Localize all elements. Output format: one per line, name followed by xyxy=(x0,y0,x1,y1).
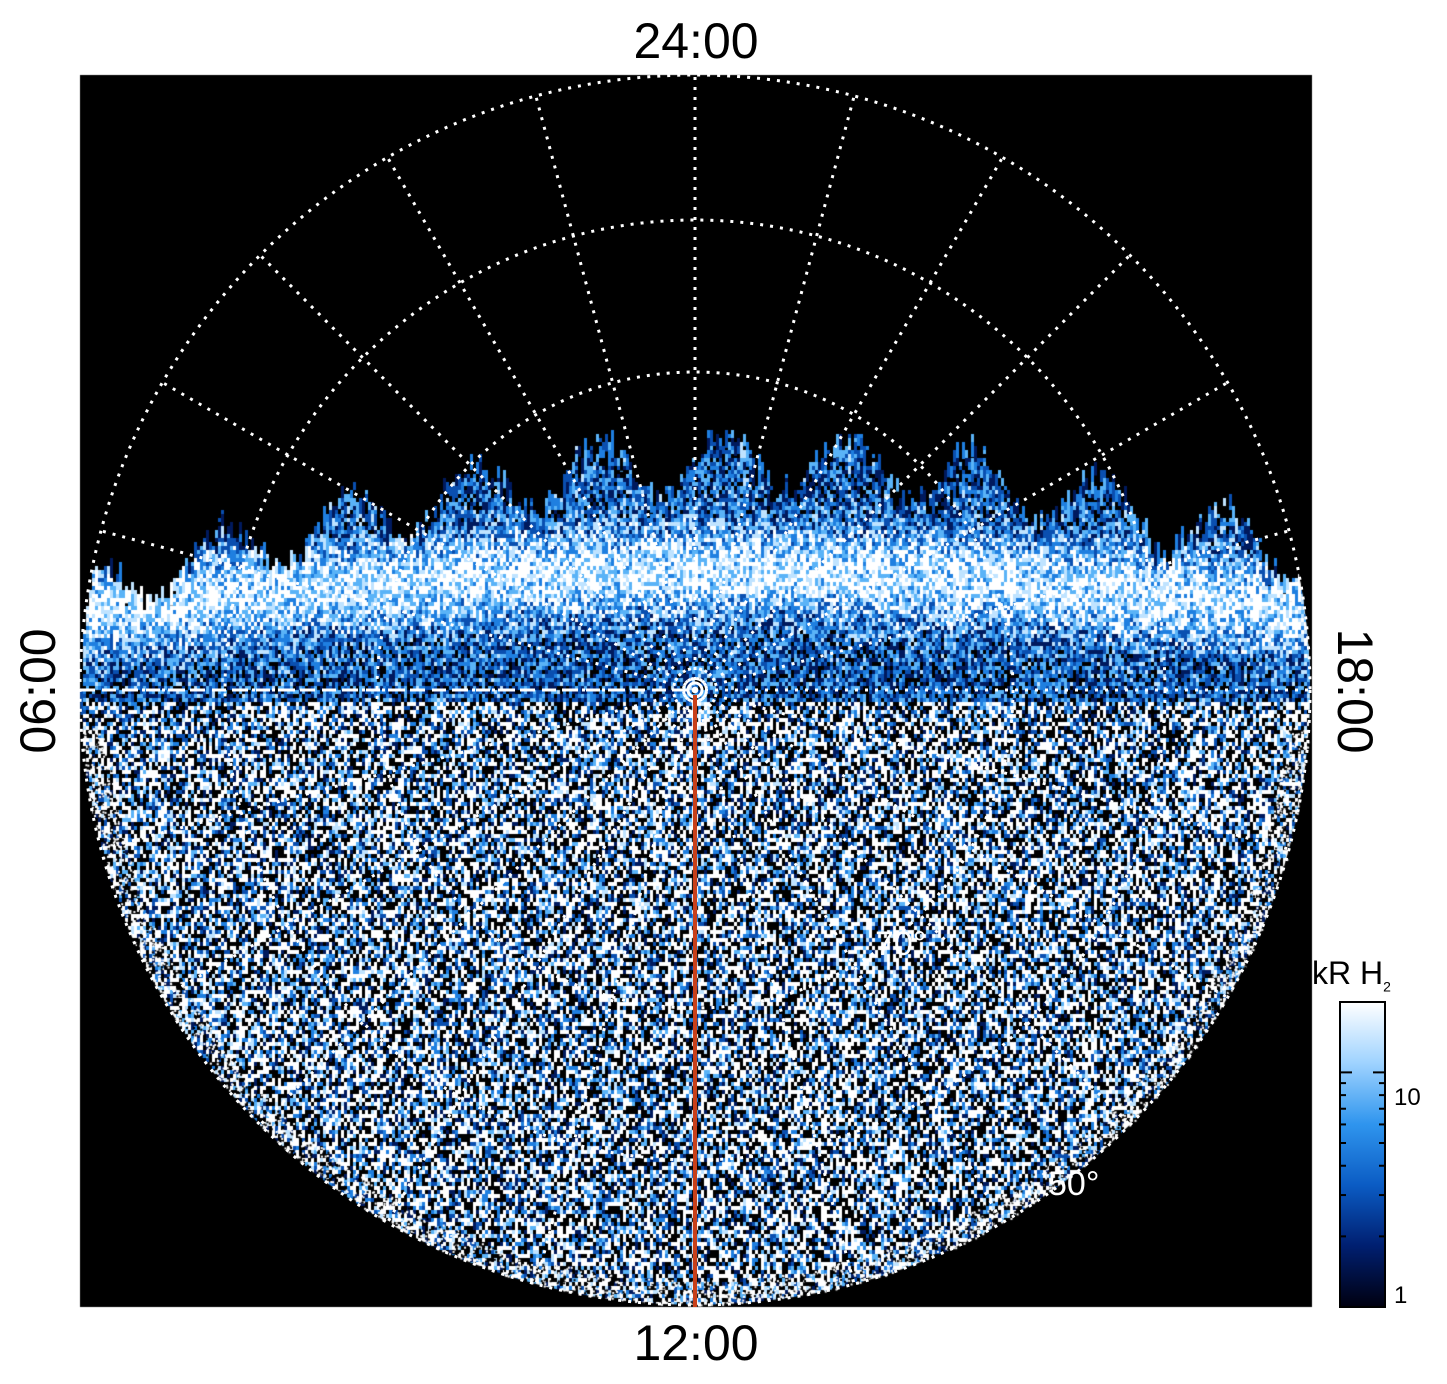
colorbar-unit-label: kR H2 xyxy=(1312,955,1391,994)
meridian-line-20 xyxy=(161,381,696,692)
meridian-line-7 xyxy=(694,688,1290,851)
meridian-line-3 xyxy=(693,254,1131,692)
meridian-line-11 xyxy=(693,689,856,1285)
meridian-line-15 xyxy=(259,688,697,1126)
colorbar-tick-1: 1 xyxy=(1394,1282,1408,1309)
meridian-line-9 xyxy=(693,688,1131,1126)
latitude-label-50: 50° xyxy=(1048,1165,1099,1203)
colorbar-unit-subscript: 2 xyxy=(1383,978,1391,995)
meridian-line-8 xyxy=(694,688,1229,999)
meridian-line-23 xyxy=(534,95,697,691)
meridian-line-5 xyxy=(694,529,1290,692)
meridian-line-1 xyxy=(693,95,856,691)
local-time-label-bottom: 12:00 xyxy=(633,1315,759,1371)
local-time-label-right: 18:00 xyxy=(1327,628,1383,754)
meridian-line-19 xyxy=(100,529,696,692)
local-time-label-left: 06:00 xyxy=(10,628,66,754)
meridian-line-13 xyxy=(534,689,697,1285)
latitude-label-70: 70° xyxy=(875,925,926,963)
local-time-label-top: 24:00 xyxy=(633,13,759,69)
latitude-circle-2 xyxy=(375,370,1015,1010)
meridian-line-21 xyxy=(259,254,697,692)
meridian-line-16 xyxy=(161,688,696,999)
meridian-line-17 xyxy=(100,688,696,851)
meridian-line-2 xyxy=(693,156,1004,691)
colorbar-unit-text: kR H xyxy=(1312,955,1384,991)
meridian-line-10 xyxy=(693,689,1004,1224)
meridian-line-14 xyxy=(386,689,697,1224)
meridian-line-22 xyxy=(386,156,697,691)
meridian-line-4 xyxy=(694,381,1229,692)
colorbar xyxy=(1339,1001,1386,1308)
colorbar-tick-10: 10 xyxy=(1394,1084,1421,1111)
